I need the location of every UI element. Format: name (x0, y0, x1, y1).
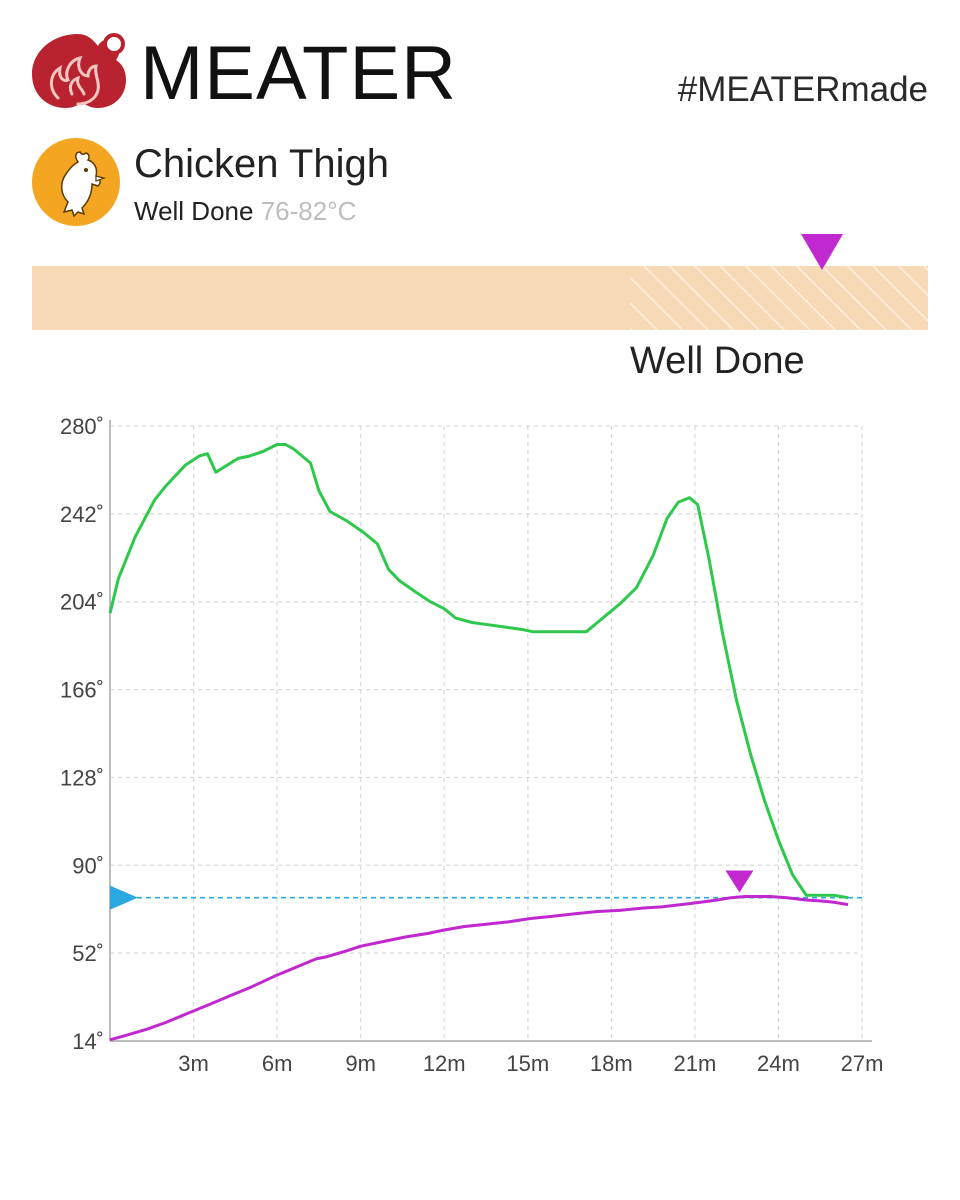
y-tick-label: 128˚ (60, 765, 104, 790)
internal-temp-line (109, 895, 849, 1042)
doneness-progress-bar (32, 266, 928, 330)
doneness-range: 76-82°C (260, 196, 357, 226)
x-tick-label: 15m (506, 1051, 549, 1076)
x-tick-label: 27m (841, 1051, 884, 1076)
meater-logo-icon (30, 30, 130, 112)
x-tick-label: 21m (673, 1051, 716, 1076)
y-tick-label: 280˚ (60, 414, 104, 439)
x-tick-label: 9m (345, 1051, 376, 1076)
chicken-icon (32, 138, 120, 226)
target-temp-marker-icon (110, 885, 138, 910)
y-tick-label: 52˚ (72, 941, 104, 966)
x-tick-label: 6m (262, 1051, 293, 1076)
doneness-name: Well Done (134, 196, 254, 226)
target-marker-icon (801, 234, 843, 270)
brand-name: MEATER (140, 31, 458, 116)
y-tick-label: 166˚ (60, 678, 104, 703)
doneness-line: Well Done 76-82°C (134, 196, 356, 227)
temperature-chart: 14˚ 52˚ 90˚ 128˚ 166˚ 204˚ 242˚ 280˚ 3m 6m 9m 12m 15… (60, 414, 884, 1076)
y-tick-label: 14˚ (72, 1029, 104, 1054)
x-tick-label: 18m (590, 1051, 633, 1076)
doneness-bar-label: Well Done (630, 340, 805, 382)
peak-marker-icon (725, 870, 754, 893)
x-tick-label: 3m (178, 1051, 209, 1076)
y-tick-label: 90˚ (72, 853, 104, 878)
cut-name: Chicken Thigh (134, 142, 389, 186)
x-tick-label: 24m (757, 1051, 800, 1076)
brand-hashtag: #MEATERmade (677, 70, 928, 109)
ambient-temp-line (108, 443, 849, 900)
y-tick-label: 204˚ (60, 590, 104, 615)
x-tick-label: 12m (423, 1051, 466, 1076)
y-tick-label: 242˚ (60, 502, 104, 527)
